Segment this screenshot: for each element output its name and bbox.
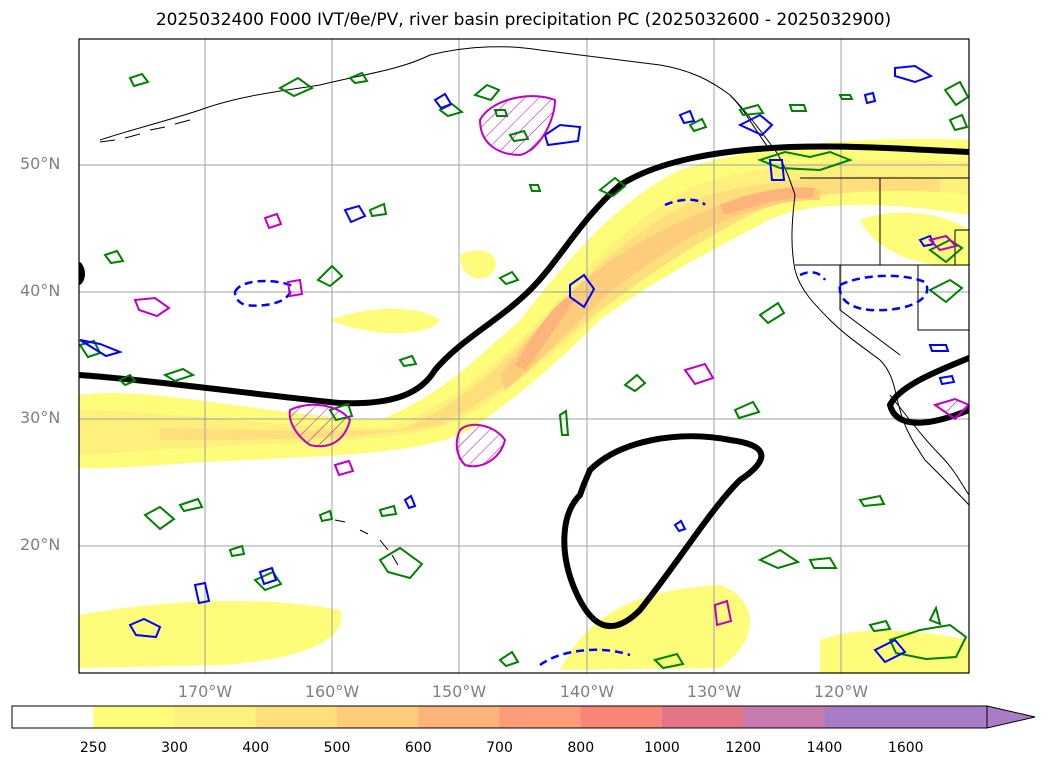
- ivt-south-250b: [560, 585, 750, 670]
- state-borders: [795, 178, 969, 356]
- theta-e-main: [79, 143, 969, 407]
- lon-label-130w: 130°W: [686, 682, 742, 701]
- lat-label-50n: 50°N: [20, 154, 61, 173]
- aleutian-islands: [99, 119, 191, 143]
- lat-label-30n: 30°N: [20, 408, 61, 427]
- colorbar-tick-label: 250: [79, 740, 107, 756]
- pv-dashed-contours: [233, 198, 929, 667]
- lat-label-40n: 40°N: [20, 281, 61, 300]
- colorbar-extend-arrow: [986, 705, 1036, 729]
- hawaii-islands: [334, 519, 399, 566]
- theta-e-contours: [79, 143, 969, 630]
- colorbar-segment: [824, 706, 907, 728]
- theta-e-west: [79, 262, 85, 285]
- colorbar-segment: [662, 706, 744, 728]
- colorbar-segment: [337, 706, 419, 728]
- lon-label-150w: 150°W: [431, 682, 487, 701]
- colorbar-tick-label: 1400: [806, 740, 843, 756]
- theta-e-baja: [886, 355, 969, 426]
- precip-pc-contours: [133, 95, 969, 627]
- colorbar-tick-label: 600: [404, 740, 432, 756]
- colorbar-segment: [499, 706, 582, 728]
- colorbar-segment: [174, 706, 257, 728]
- us-west-coast: [791, 194, 969, 506]
- colorbar-segment: [93, 706, 175, 728]
- colorbar-segment: [255, 706, 338, 728]
- lon-label-170w: 170°W: [177, 682, 233, 701]
- colorbar-tick-label: 1600: [887, 740, 924, 756]
- lon-label-120w: 120°W: [813, 682, 869, 701]
- pv-positive-contours: [79, 71, 969, 670]
- colorbar-tick-label: 1200: [725, 740, 762, 756]
- lon-label-140w: 140°W: [559, 682, 615, 701]
- alaska-coast: [99, 46, 771, 151]
- baja-coast: [889, 394, 969, 496]
- ivt-nw-250: [460, 250, 496, 279]
- colorbar-segment: [905, 706, 988, 728]
- ivt-w-250: [330, 308, 440, 334]
- map-frame: [78, 38, 970, 674]
- lon-label-160w: 160°W: [304, 682, 360, 701]
- colorbar-tick-label: 1000: [644, 740, 680, 756]
- colorbar: [11, 705, 1036, 729]
- colorbar-segment: [418, 706, 500, 728]
- ivt-band-250: [79, 139, 969, 469]
- ivt-e-250: [860, 212, 969, 267]
- pv-negative-contours: [79, 64, 956, 664]
- ivt-south-250: [79, 600, 342, 668]
- colorbar-tick-label: 300: [161, 740, 188, 756]
- ivt-band-600b: [720, 187, 815, 215]
- colorbar-segment: [743, 706, 825, 728]
- chart-title: 2025032400 F000 IVT/θe/PV, river basin p…: [155, 10, 892, 30]
- colorbar-tick-label: 800: [567, 740, 595, 756]
- lat-label-20n: 20°N: [20, 535, 61, 554]
- map-plot-area: [79, 39, 969, 673]
- colorbar-segment: [580, 706, 663, 728]
- colorbar-tick-label: 400: [242, 740, 270, 756]
- theta-e-loop: [561, 433, 765, 630]
- colorbar-tick-label: 700: [486, 740, 513, 756]
- colorbar-tick-label: 500: [323, 740, 351, 756]
- ivt-band-600: [515, 298, 575, 370]
- colorbar-segment: [12, 706, 94, 728]
